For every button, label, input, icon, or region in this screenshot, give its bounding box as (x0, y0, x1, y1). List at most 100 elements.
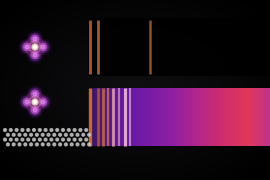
Circle shape (27, 31, 43, 47)
Circle shape (62, 138, 65, 141)
Circle shape (62, 129, 65, 131)
Bar (88, 18, 270, 76)
Circle shape (25, 37, 45, 57)
Circle shape (85, 129, 87, 131)
Circle shape (68, 129, 70, 131)
Circle shape (38, 138, 41, 141)
Circle shape (33, 138, 35, 141)
Circle shape (29, 96, 41, 108)
Circle shape (56, 138, 59, 141)
Circle shape (41, 45, 45, 49)
Circle shape (33, 108, 37, 112)
Circle shape (29, 104, 41, 116)
Circle shape (38, 129, 41, 131)
Circle shape (88, 143, 90, 146)
Circle shape (12, 133, 15, 136)
Circle shape (6, 133, 9, 136)
Circle shape (33, 100, 36, 104)
Circle shape (44, 129, 47, 131)
Circle shape (65, 133, 67, 136)
Circle shape (33, 92, 37, 96)
Circle shape (21, 96, 33, 108)
Circle shape (24, 143, 27, 146)
Circle shape (82, 133, 85, 136)
Circle shape (76, 133, 79, 136)
Circle shape (27, 138, 30, 141)
Circle shape (27, 47, 43, 63)
Circle shape (6, 143, 9, 146)
Circle shape (9, 129, 12, 131)
Circle shape (12, 143, 15, 146)
Circle shape (19, 39, 35, 55)
Circle shape (27, 102, 43, 118)
Circle shape (25, 100, 29, 104)
Circle shape (4, 129, 6, 131)
Circle shape (15, 138, 18, 141)
Circle shape (47, 143, 50, 146)
Circle shape (31, 51, 39, 59)
Circle shape (35, 143, 38, 146)
Circle shape (35, 94, 51, 110)
Circle shape (29, 41, 41, 53)
Circle shape (21, 129, 24, 131)
Circle shape (79, 138, 82, 141)
Circle shape (47, 133, 50, 136)
Circle shape (35, 39, 51, 55)
Circle shape (88, 133, 90, 136)
Circle shape (41, 143, 44, 146)
Circle shape (4, 138, 6, 141)
Circle shape (50, 129, 53, 131)
Circle shape (70, 133, 73, 136)
Circle shape (31, 90, 39, 98)
Circle shape (31, 35, 39, 43)
Circle shape (21, 138, 24, 141)
Circle shape (44, 138, 47, 141)
Circle shape (70, 143, 73, 146)
Circle shape (23, 43, 31, 51)
Circle shape (39, 98, 47, 106)
Circle shape (76, 143, 79, 146)
Circle shape (50, 138, 53, 141)
Circle shape (29, 88, 41, 100)
Circle shape (41, 133, 44, 136)
Circle shape (33, 53, 37, 57)
Circle shape (19, 94, 35, 110)
Circle shape (30, 133, 32, 136)
Circle shape (59, 143, 62, 146)
Circle shape (18, 133, 21, 136)
Circle shape (41, 100, 45, 104)
Circle shape (56, 129, 59, 131)
Circle shape (59, 133, 62, 136)
Circle shape (25, 45, 29, 49)
Circle shape (82, 143, 85, 146)
Circle shape (85, 138, 87, 141)
Circle shape (35, 133, 38, 136)
Circle shape (68, 138, 70, 141)
Circle shape (9, 138, 12, 141)
Circle shape (33, 129, 35, 131)
Circle shape (23, 98, 31, 106)
Circle shape (27, 86, 43, 102)
Circle shape (31, 106, 39, 114)
Circle shape (29, 49, 41, 61)
Circle shape (53, 143, 56, 146)
Circle shape (32, 44, 38, 50)
Circle shape (29, 33, 41, 45)
Circle shape (24, 133, 27, 136)
Circle shape (33, 37, 37, 41)
Circle shape (15, 129, 18, 131)
Circle shape (21, 41, 33, 53)
Circle shape (65, 143, 67, 146)
Circle shape (18, 143, 21, 146)
Circle shape (37, 96, 49, 108)
Circle shape (25, 92, 45, 112)
Circle shape (53, 133, 56, 136)
Circle shape (73, 138, 76, 141)
Circle shape (39, 43, 47, 51)
Circle shape (37, 41, 49, 53)
Circle shape (33, 46, 36, 48)
Circle shape (79, 129, 82, 131)
Circle shape (73, 129, 76, 131)
Circle shape (30, 143, 32, 146)
Circle shape (27, 129, 30, 131)
